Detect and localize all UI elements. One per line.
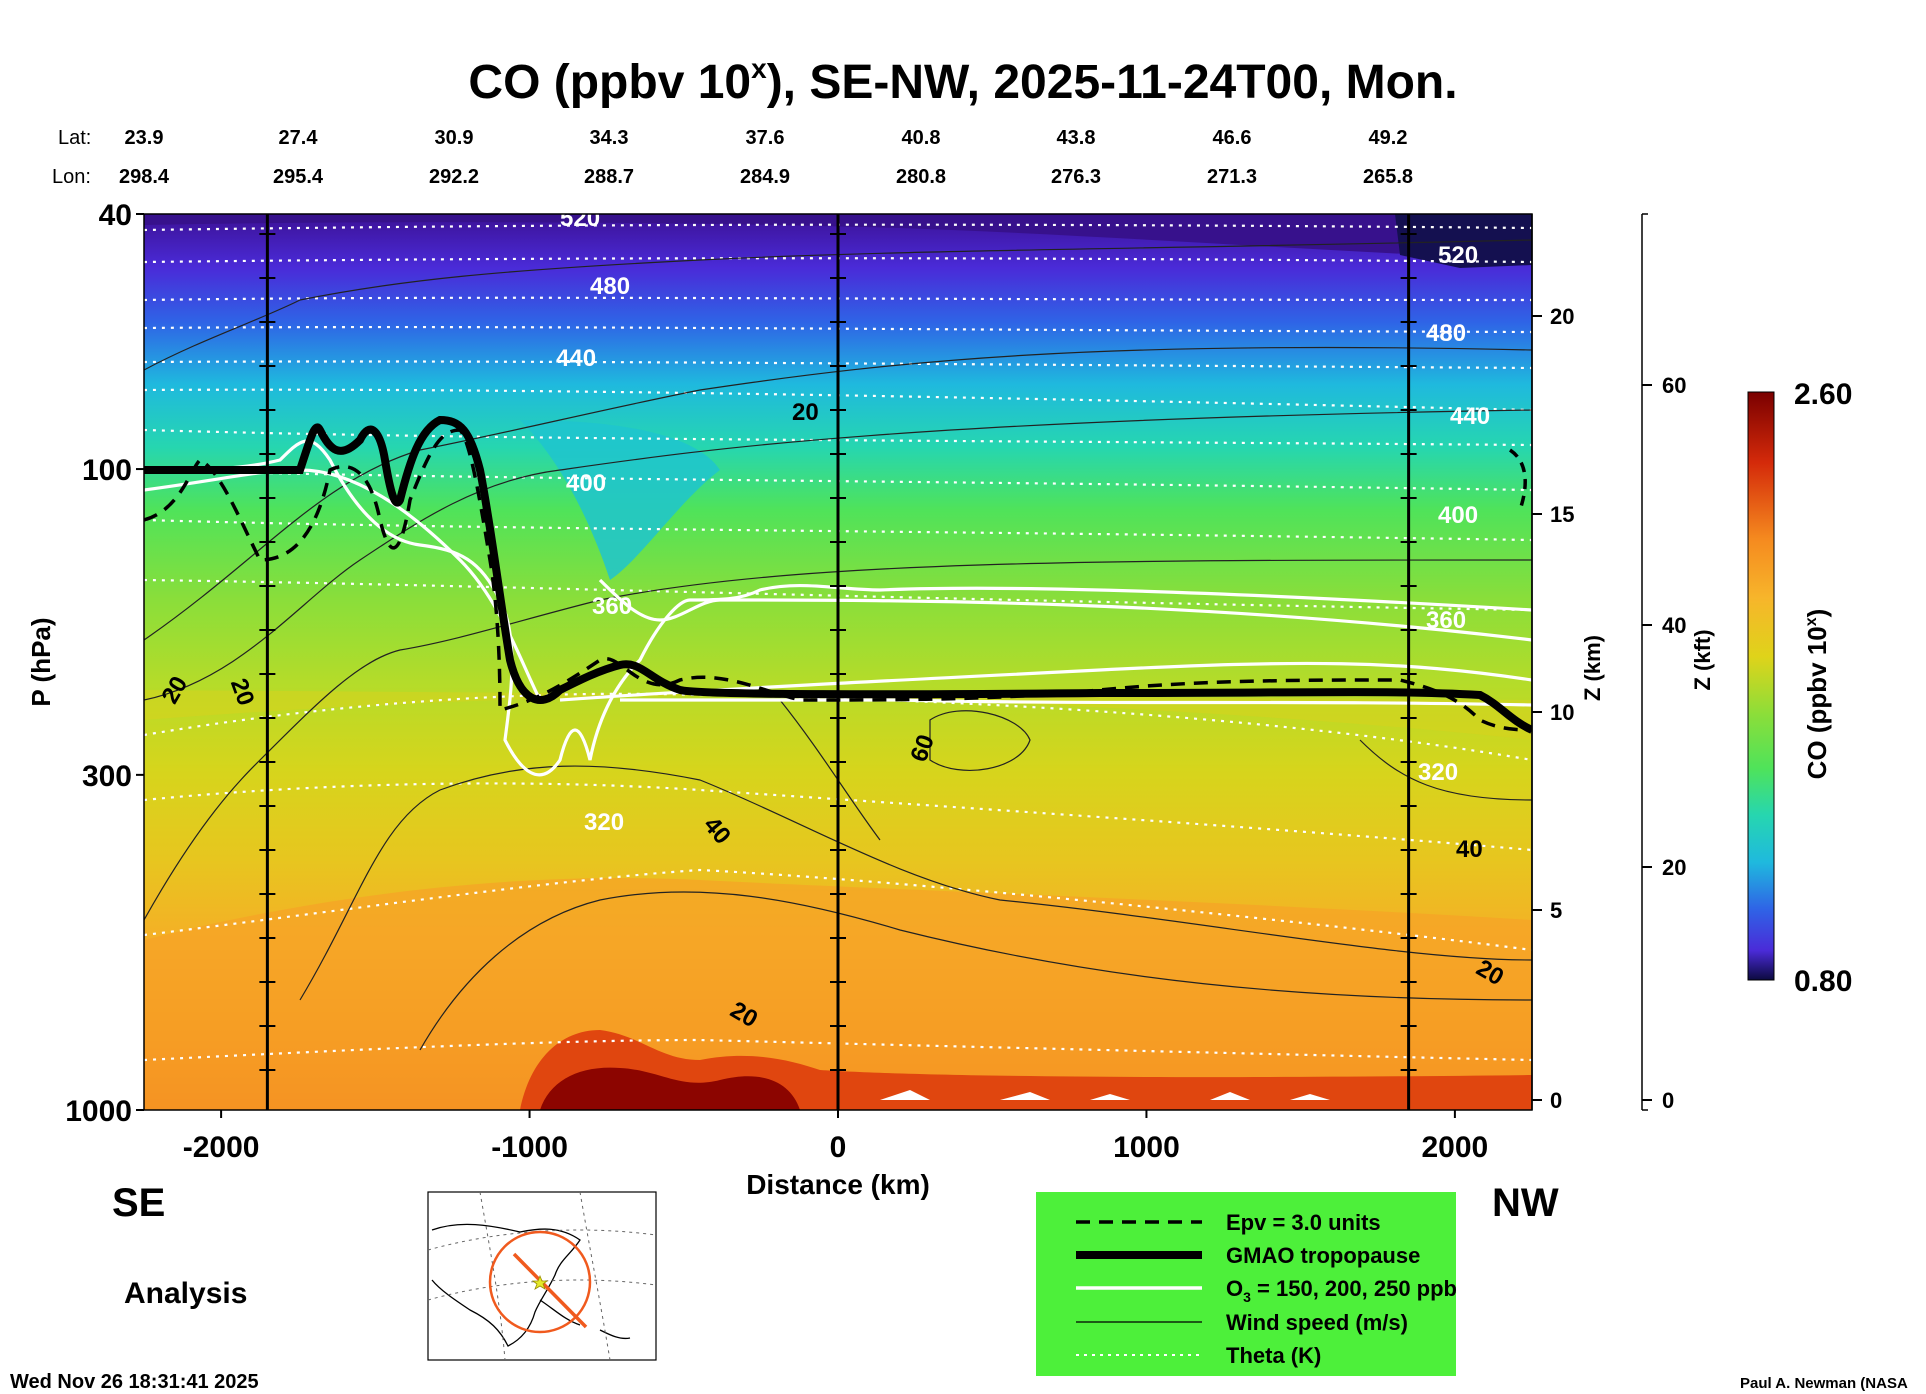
theta-label: 440: [556, 345, 596, 372]
surface-gaps: [880, 1090, 1330, 1100]
lon-value: 295.4: [273, 166, 324, 188]
z-km-axis-label: Z (km): [1580, 635, 1605, 701]
credit: Paul A. Newman (NASA: [1740, 1375, 1908, 1392]
tropopause-line: [144, 415, 1532, 734]
x-tick-label: 0: [830, 1131, 847, 1164]
lon-value: 265.8: [1363, 166, 1413, 188]
theta-label: 400: [1438, 502, 1478, 529]
z-kft-tick-label: 60: [1662, 373, 1686, 398]
theta-label: 480: [1426, 320, 1466, 347]
wind-label: 40: [1456, 836, 1483, 863]
timestamp: Wed Nov 26 18:31:41 2025: [10, 1371, 259, 1393]
x-tick-label: -1000: [491, 1131, 568, 1164]
theta-label: 360: [592, 593, 632, 620]
legend: Epv = 3.0 units GMAO tropopause O3 = 150…: [1036, 1192, 1457, 1376]
lat-lon-labels: 23.9 27.4 30.9 34.3 37.6 40.8 43.8 46.6 49.2 298.…: [119, 127, 1413, 188]
lat-value: 46.6: [1213, 127, 1252, 149]
colorbar-min-label: 0.80: [1794, 965, 1852, 998]
z-km-axis: 0 5 10 15 20: [1531, 214, 1574, 1113]
theta-label: 320: [1418, 759, 1458, 786]
theta-label: 520: [560, 205, 600, 232]
co-field-dark-top: [144, 214, 1532, 260]
lat-value: 37.6: [746, 127, 785, 149]
z-km-tick-label: 0: [1550, 1088, 1562, 1113]
co-field-dark-red-surface: [540, 1067, 800, 1110]
vertical-reference-lines: [259, 214, 1417, 1110]
nw-direction-label: NW: [1492, 1181, 1559, 1225]
x-axis: -2000 -1000 0 1000 2000: [183, 1110, 1489, 1164]
legend-ozone-label: O3 = 150, 200, 250 ppb: [1226, 1276, 1457, 1305]
y-tick-label: 300: [82, 760, 132, 793]
x-tick-label: 1000: [1113, 1131, 1180, 1164]
x-axis-label: Distance (km): [746, 1169, 930, 1200]
theta-label: 360: [1426, 607, 1466, 634]
lon-label: Lon:: [52, 166, 91, 188]
lat-value: 34.3: [590, 127, 629, 149]
theta-label: 320: [584, 809, 624, 836]
z-km-tick-label: 10: [1550, 700, 1574, 725]
colorbar-label: CO (ppbv 10x): [1802, 609, 1832, 780]
lat-value: 30.9: [435, 127, 474, 149]
theta-label: 400: [566, 470, 606, 497]
lon-value: 298.4: [119, 166, 170, 188]
analysis-label: Analysis: [124, 1277, 247, 1310]
plot-area: 520 480 440 400 360 320 520 480 440 400 …: [144, 205, 1532, 1110]
lat-value: 49.2: [1369, 127, 1408, 149]
legend-theta-label: Theta (K): [1226, 1343, 1321, 1368]
legend-tropopause-label: GMAO tropopause: [1226, 1243, 1420, 1268]
colorbar: [1747, 391, 1775, 981]
lat-value: 43.8: [1057, 127, 1096, 149]
theta-label: 480: [590, 273, 630, 300]
y-axis: 40 100 300 1000: [65, 199, 144, 1128]
co-field-cyan-pocket: [520, 420, 720, 580]
z-km-tick-label: 15: [1550, 502, 1574, 527]
theta-label: 520: [1438, 242, 1478, 269]
z-km-tick-label: 5: [1550, 898, 1562, 923]
lon-value: 284.9: [740, 166, 790, 188]
se-direction-label: SE: [112, 1181, 165, 1225]
lat-label: Lat:: [58, 127, 91, 149]
lon-value: 280.8: [896, 166, 946, 188]
z-kft-axis: 0 20 40 60: [1641, 213, 1686, 1113]
z-kft-tick-label: 40: [1662, 613, 1686, 638]
z-kft-tick-label: 20: [1662, 855, 1686, 880]
lat-value: 27.4: [279, 127, 319, 149]
lat-value: 40.8: [902, 127, 941, 149]
legend-epv-label: Epv = 3.0 units: [1226, 1210, 1381, 1235]
colorbar-max-label: 2.60: [1794, 378, 1852, 411]
z-km-tick-label: 20: [1550, 304, 1574, 329]
wind-label: 20: [792, 399, 819, 426]
inset-map: [427, 1191, 657, 1361]
theta-label-group: 520 480 440 400 360 320 520 480 440 400 …: [556, 205, 1490, 836]
y-tick-label: 40: [99, 199, 132, 232]
y-axis-label: P (hPa): [26, 617, 56, 706]
lon-value: 271.3: [1207, 166, 1257, 188]
x-tick-label: 2000: [1422, 1131, 1489, 1164]
y-tick-label: 1000: [65, 1095, 132, 1128]
y-tick-label: 100: [82, 454, 132, 487]
lon-value: 276.3: [1051, 166, 1101, 188]
chart-title: CO (ppbv 10x), SE-NW, 2025-11-24T00, Mon…: [468, 53, 1457, 109]
theta-label: 440: [1450, 403, 1490, 430]
epv-contour: [144, 428, 1532, 732]
z-kft-tick-label: 0: [1662, 1088, 1674, 1113]
epv-contour-right: [1508, 448, 1527, 511]
z-kft-axis-label: Z (kft): [1690, 629, 1715, 690]
lon-value: 292.2: [429, 166, 479, 188]
lat-value: 23.9: [125, 127, 164, 149]
lon-value: 288.7: [584, 166, 634, 188]
x-tick-label: -2000: [183, 1131, 260, 1164]
legend-wind-label: Wind speed (m/s): [1226, 1310, 1408, 1335]
